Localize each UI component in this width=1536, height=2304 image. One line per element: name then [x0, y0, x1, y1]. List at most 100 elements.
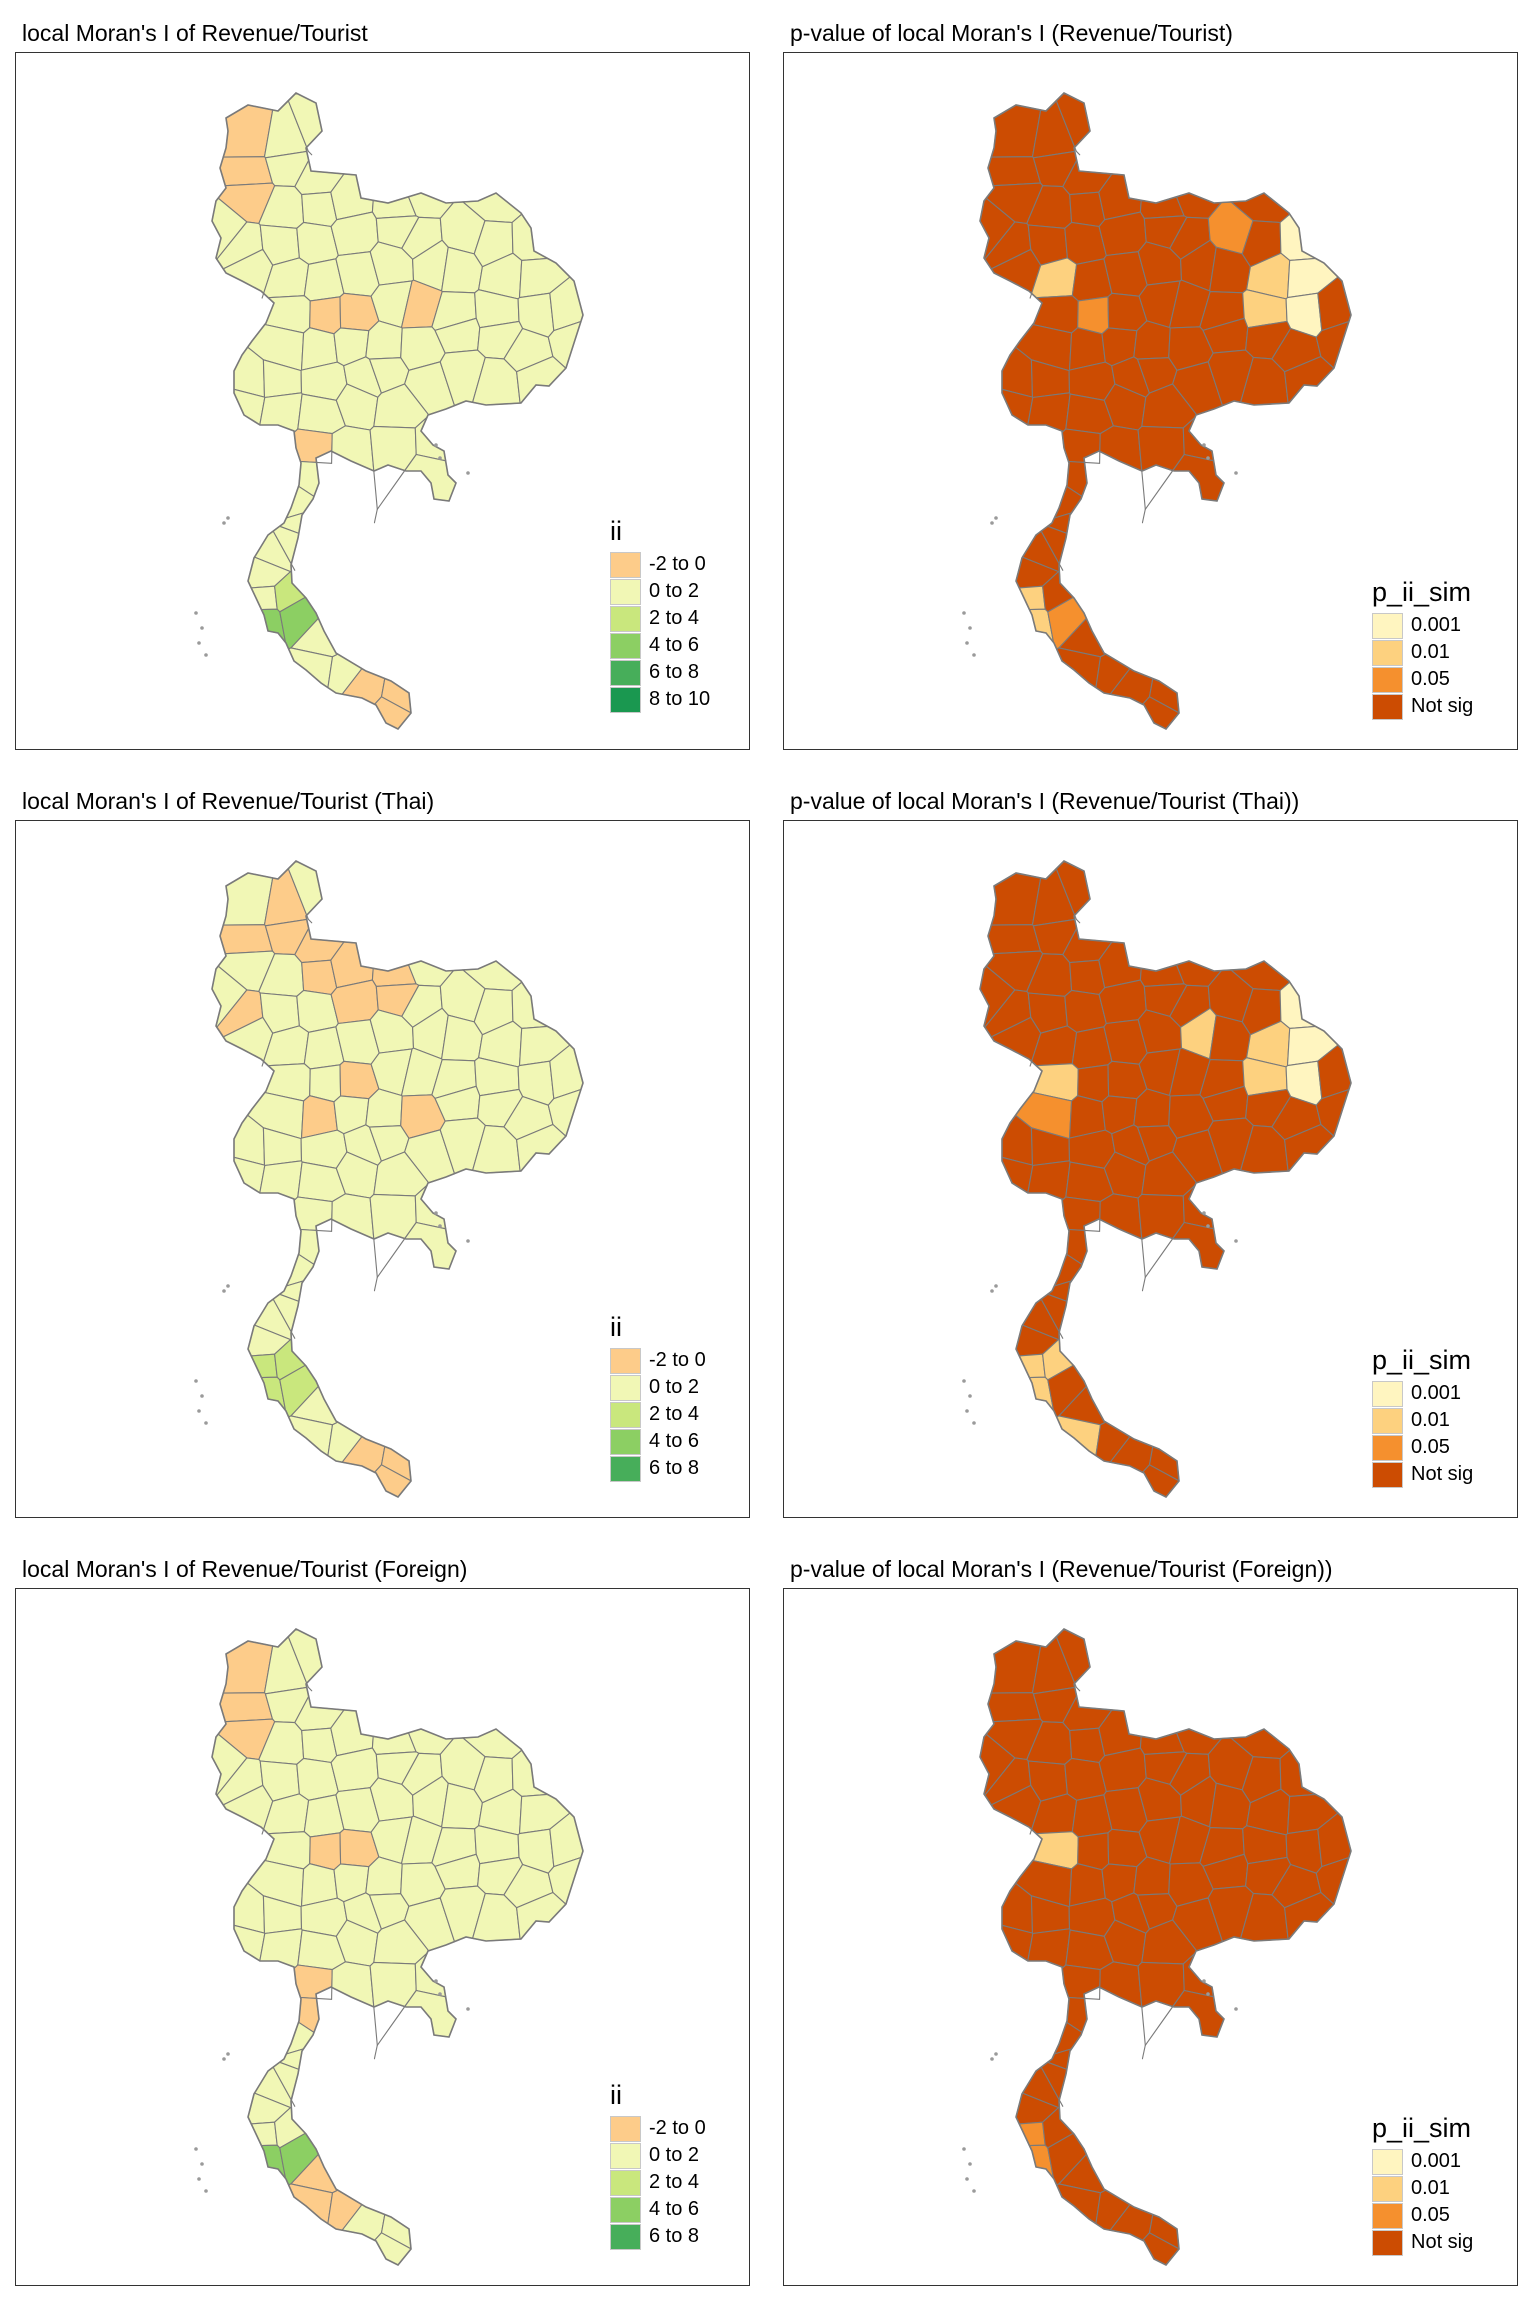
island-marker	[1206, 1224, 1210, 1228]
island-marker	[990, 1289, 994, 1293]
legend-swatch	[610, 1455, 641, 1482]
province-region	[331, 1193, 375, 1240]
island-marker	[990, 2057, 994, 2061]
island-marker	[994, 1284, 998, 1288]
island-marker	[968, 626, 972, 630]
country-outline	[211, 860, 584, 1499]
legend-swatch	[610, 1347, 641, 1374]
legend-label: -2 to 0	[649, 2117, 706, 2139]
island-marker	[1234, 2007, 1238, 2011]
legend-swatch	[610, 578, 641, 605]
legend-swatch	[610, 605, 641, 632]
legend-label: Not sig	[1411, 695, 1474, 717]
legend-label: Not sig	[1411, 2231, 1474, 2253]
legend-item: 6 to 8	[610, 659, 710, 686]
legend-label: 6 to 8	[649, 2225, 700, 2247]
map-panel-revenue-tourist-thai-pvalue: p_ii_sim 0.001 0.01 0.05 Not sig	[783, 820, 1518, 1518]
province-region	[511, 213, 549, 261]
legend-title: p_ii_sim	[1372, 577, 1472, 607]
island-marker	[965, 641, 969, 645]
legend-swatch	[1372, 1407, 1403, 1434]
thailand-province-map	[194, 860, 584, 1499]
legend-label: 0 to 2	[649, 2144, 700, 2166]
legend-item: 0 to 2	[610, 578, 710, 605]
province-region	[219, 156, 274, 187]
island-marker	[204, 1421, 208, 1425]
country-outline	[211, 92, 584, 731]
legend-ii: ii -2 to 0 0 to 2 2 to 4 4 to 6 6 to 8	[610, 1312, 706, 1482]
country-outline	[979, 860, 1352, 1499]
island-marker	[434, 1211, 438, 1215]
legend-ii: ii -2 to 0 0 to 2 2 to 4 4 to 6 6 to 8 8 to 1…	[610, 516, 710, 713]
legend-swatch	[1372, 2175, 1403, 2202]
island-marker	[1202, 1979, 1206, 1983]
map-panel-revenue-tourist-thai-ii: ii -2 to 0 0 to 2 2 to 4 4 to 6 6 to 8	[15, 820, 750, 1518]
legend-item: 0.001	[1372, 2148, 1473, 2175]
legend-swatch	[610, 2169, 641, 2196]
legend-label: Not sig	[1411, 1463, 1474, 1485]
island-marker	[1202, 1211, 1206, 1215]
legend-item: -2 to 0	[610, 2115, 706, 2142]
legend-swatch	[610, 632, 641, 659]
thailand-province-map	[962, 860, 1352, 1499]
map-panel-revenue-tourist-foreign-pvalue: p_ii_sim 0.001 0.01 0.05 Not sig	[783, 1588, 1518, 2286]
panel-title-revenue-tourist-ii: local Moran's I of Revenue/Tourist	[22, 20, 368, 46]
legend-swatch	[1372, 2148, 1403, 2175]
legend-label: 0.001	[1411, 2150, 1462, 2172]
legend-item: 2 to 4	[610, 1401, 706, 1428]
legend-item: 6 to 8	[610, 2223, 706, 2250]
legend-item: 6 to 8	[610, 1455, 706, 1482]
legend-swatch	[610, 2196, 641, 2223]
island-marker	[197, 1409, 201, 1413]
province-region	[1279, 1749, 1317, 1797]
legend-label: 0.001	[1411, 1382, 1462, 1404]
province-region	[414, 416, 447, 462]
island-marker	[972, 653, 976, 657]
island-marker	[204, 653, 208, 657]
province-region	[987, 924, 1042, 955]
legend-item: 0.05	[1372, 2202, 1473, 2229]
province-region	[219, 1692, 274, 1723]
legend-label: 0.05	[1411, 668, 1450, 690]
province-region	[1099, 1961, 1143, 2008]
province-region	[414, 1184, 447, 1230]
legend-swatch	[1372, 693, 1403, 720]
island-marker	[1234, 1239, 1238, 1243]
legend-item: -2 to 0	[610, 1347, 706, 1374]
legend-label: 0.05	[1411, 2204, 1450, 2226]
legend-label: 0.001	[1411, 614, 1462, 636]
island-marker	[194, 1379, 198, 1383]
legend-swatch	[610, 1401, 641, 1428]
legend-label: 0.01	[1411, 1409, 1450, 1431]
legend-item: 0 to 2	[610, 2142, 706, 2169]
legend-p-ii-sim: p_ii_sim 0.001 0.01 0.05 Not sig	[1372, 577, 1473, 720]
legend-item: 0 to 2	[610, 1374, 706, 1401]
island-marker	[197, 641, 201, 645]
legend-swatch	[1372, 1380, 1403, 1407]
province-region	[309, 1064, 342, 1103]
island-marker	[222, 1289, 226, 1293]
country-outline	[979, 1628, 1352, 2267]
panel-title-revenue-tourist-thai-ii: local Moran's I of Revenue/Tourist (Thai…	[22, 788, 435, 814]
map-panel-revenue-tourist-pvalue: p_ii_sim 0.001 0.01 0.05 Not sig	[783, 52, 1518, 750]
island-marker	[962, 611, 966, 615]
legend-label: -2 to 0	[649, 553, 706, 575]
legend-item: 4 to 6	[610, 1428, 706, 1455]
province-region	[219, 924, 274, 955]
island-marker	[197, 2177, 201, 2181]
legend-item: 0.01	[1372, 2175, 1473, 2202]
legend-swatch	[1372, 2202, 1403, 2229]
legend-item: 0.001	[1372, 612, 1473, 639]
legend-item: -2 to 0	[610, 551, 710, 578]
legend-swatch	[1372, 2229, 1403, 2256]
island-marker	[1206, 456, 1210, 460]
island-marker	[972, 2189, 976, 2193]
island-marker	[226, 1284, 230, 1288]
panel-title-revenue-tourist-foreign-pvalue: p-value of local Moran's I (Revenue/Tour…	[790, 1556, 1333, 1582]
legend-label: 0 to 2	[649, 1376, 700, 1398]
legend-label: 4 to 6	[649, 634, 700, 656]
legend-label: 6 to 8	[649, 1457, 700, 1479]
legend-title: p_ii_sim	[1372, 1345, 1472, 1375]
island-marker	[1206, 1992, 1210, 1996]
island-marker	[194, 2147, 198, 2151]
